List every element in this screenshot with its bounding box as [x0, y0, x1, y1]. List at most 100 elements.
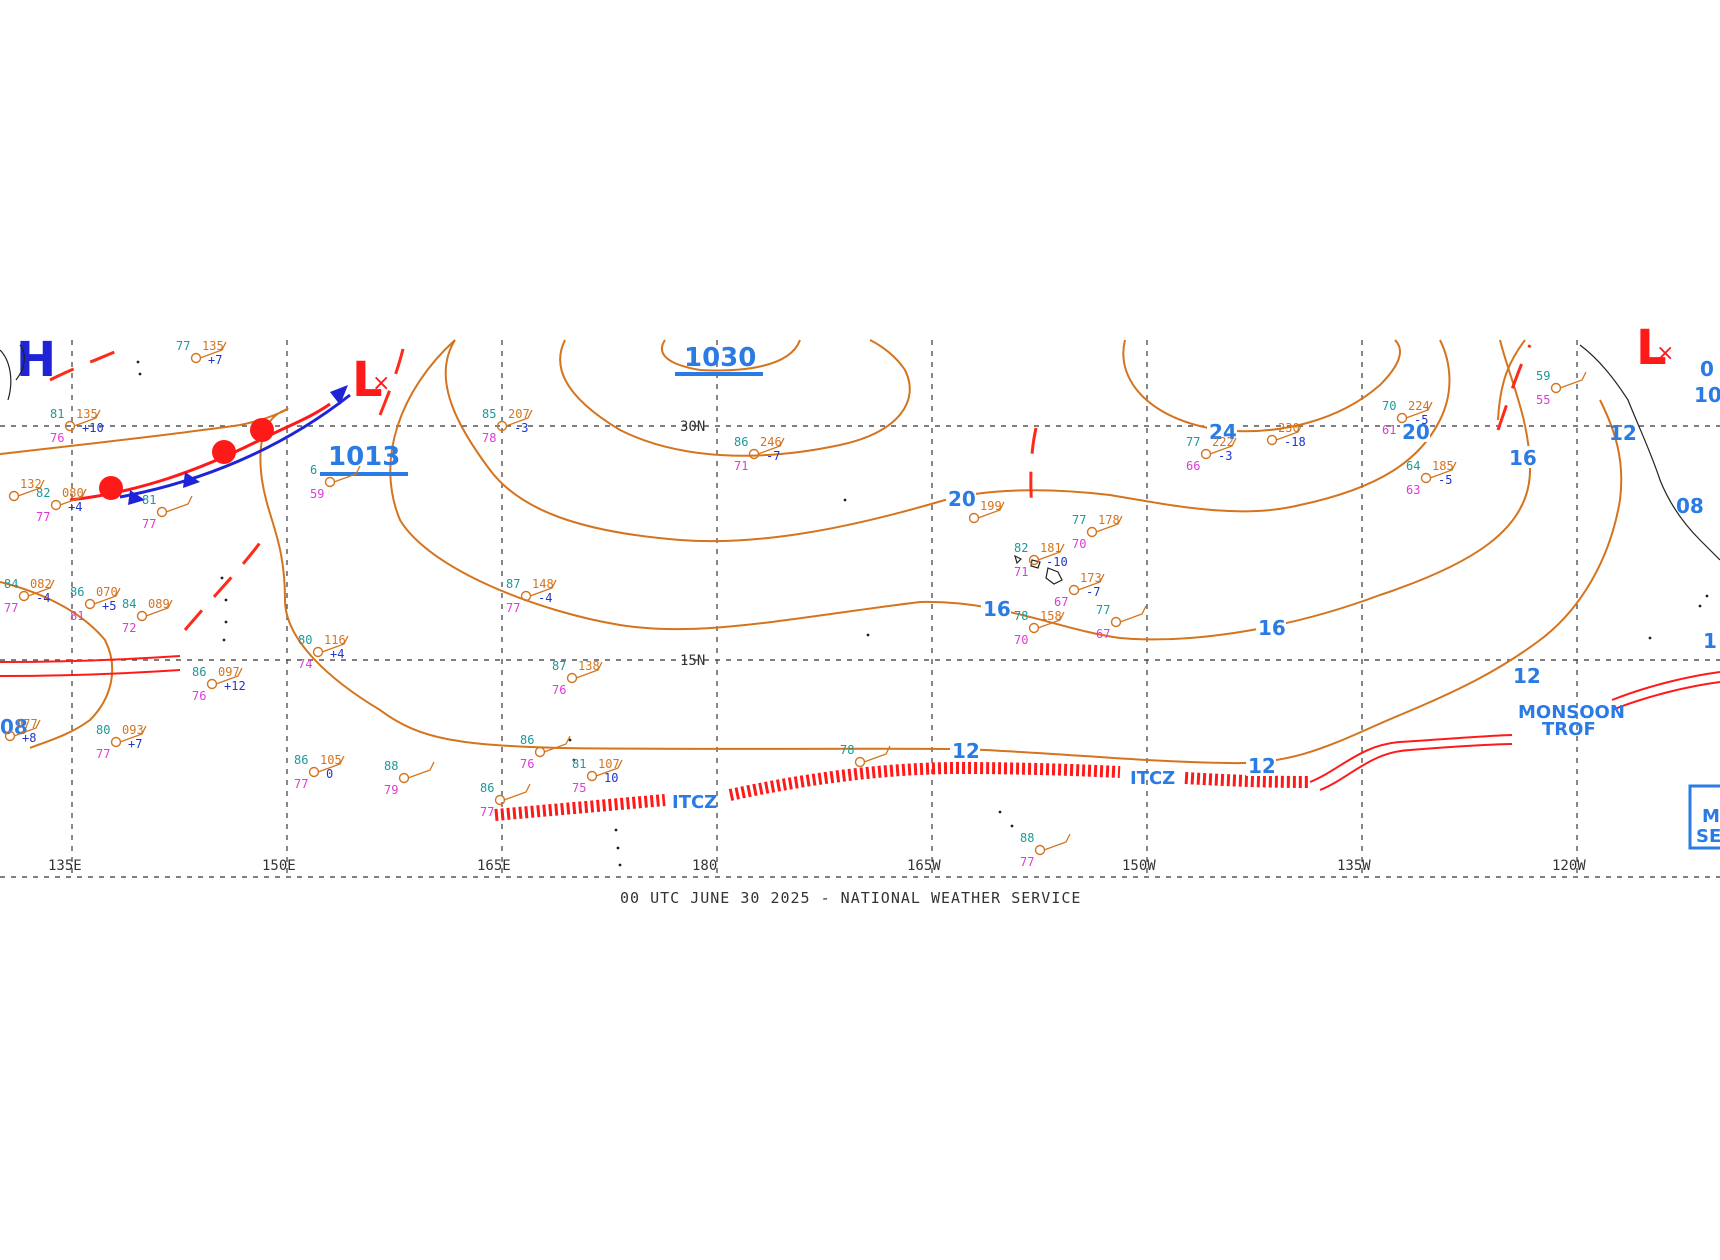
- station-dewpoint: 63: [1406, 483, 1420, 497]
- station-dewpoint: 70: [1072, 537, 1086, 551]
- station-plot: 77 67: [1096, 603, 1147, 641]
- wind-barb-icon: [199, 341, 227, 359]
- wind-barb-icon: [215, 667, 243, 685]
- station-pressure: 097: [218, 665, 240, 679]
- wind-barb-icon: [757, 437, 785, 455]
- station-plot: 86 105 77 0: [294, 753, 345, 791]
- station-circle-icon: [1110, 616, 1122, 628]
- station-dewpoint: 77: [506, 601, 520, 615]
- station-tendency: -3: [514, 421, 528, 435]
- station-plot: 87 138 76: [552, 659, 603, 697]
- station-dewpoint: 66: [1186, 459, 1200, 473]
- station-dewpoint: 70: [1014, 633, 1028, 647]
- station-dewpoint: 79: [384, 783, 398, 797]
- station-temperature: 86: [192, 665, 206, 679]
- isobar-label: 16: [1509, 446, 1537, 470]
- wind-barb-icon: [333, 465, 361, 483]
- station-tendency: 10: [604, 771, 618, 785]
- wind-barb-icon: [1275, 423, 1303, 441]
- station-tendency: -7: [1086, 585, 1100, 599]
- station-tendency: -10: [1046, 555, 1068, 569]
- station-circle-icon: [312, 646, 324, 658]
- station-pressure: 077: [16, 717, 38, 731]
- station-circle-icon: [206, 678, 218, 690]
- wind-barb-icon: [1429, 461, 1457, 479]
- station-plot: 82 181 71 -10: [1014, 541, 1068, 579]
- trough-north: [378, 339, 407, 416]
- station-temperature: 64: [1406, 459, 1420, 473]
- station-temperature: 81: [572, 757, 586, 771]
- station-circle-icon: [854, 756, 866, 768]
- wind-barb-icon: [575, 661, 603, 679]
- wind-barb-icon: [1037, 611, 1065, 629]
- station-pressure: 132: [20, 477, 42, 491]
- station-plot: 88 79: [384, 759, 435, 797]
- station-tendency: -5: [1414, 413, 1428, 427]
- station-tendency: -4: [36, 591, 50, 605]
- station-tendency: -18: [1284, 435, 1306, 449]
- wind-barb-icon: [165, 495, 193, 513]
- high-pressure-center: H: [16, 332, 56, 388]
- station-circle-icon: [566, 672, 578, 684]
- station-circle-icon: [1200, 448, 1212, 460]
- station-plot: 84 082 77 -4: [4, 577, 55, 615]
- station-circle-icon: [1028, 622, 1040, 634]
- isobar-label: 12: [952, 739, 980, 763]
- station-circle-icon: [586, 770, 598, 782]
- monsoon-label-line1: MONSOON: [1518, 702, 1625, 723]
- isobar-1030-inner: [660, 339, 801, 372]
- isobar-label: 0: [1700, 357, 1714, 381]
- station-dewpoint: 77: [480, 805, 494, 819]
- station-dewpoint: 59: [310, 487, 324, 501]
- station-temperature: 87: [506, 577, 520, 591]
- wind-barb-icon: [119, 725, 147, 743]
- station-plot: 78: [840, 743, 891, 768]
- station-tendency: +12: [224, 679, 246, 693]
- center-value-1030: 1030: [684, 343, 756, 373]
- latitude-label-15n: 15N: [680, 653, 705, 669]
- station-circle-icon: [1420, 472, 1432, 484]
- station-temperature: 80: [96, 723, 110, 737]
- center-value-1013: 1013: [328, 442, 400, 472]
- station-plot: 230-18: [1266, 421, 1306, 449]
- station-dewpoint: 55: [1536, 393, 1550, 407]
- wind-barb-icon: [93, 587, 121, 605]
- station-tendency: +7: [208, 353, 222, 367]
- station-circle-icon: [136, 610, 148, 622]
- longitude-labels: 135E 150E 165E 180 165W 150W 135W 120W: [48, 858, 1586, 874]
- station-circle-icon: [1550, 382, 1562, 394]
- station-circle-icon: [520, 590, 532, 602]
- station-plot: 77 135+7: [176, 339, 227, 367]
- station-circle-icon: [324, 476, 336, 488]
- wind-barb-icon: [1037, 543, 1065, 561]
- station-pressure: 224: [1408, 399, 1430, 413]
- station-temperature: 78: [840, 743, 854, 757]
- station-plot: 80 116 74 +4: [298, 633, 349, 671]
- station-pressure: 082: [30, 577, 52, 591]
- station-plot: 81 107 75 10: [572, 757, 623, 795]
- station-tendency: -4: [538, 591, 552, 605]
- longitude-label: 135E: [48, 858, 82, 874]
- station-circle-icon: [84, 598, 96, 610]
- isobar-20: [444, 339, 1451, 543]
- station-temperature: 77: [1096, 603, 1110, 617]
- station-dewpoint: 76: [552, 683, 566, 697]
- station-temperature: 59: [1536, 369, 1550, 383]
- station-pressure: 107: [598, 757, 620, 771]
- station-temperature: 86: [70, 585, 84, 599]
- station-dewpoint: 67: [1054, 595, 1068, 609]
- wind-barb-icon: [1559, 371, 1587, 389]
- station-plot: 88 77: [1020, 831, 1071, 869]
- station-dewpoint: 81: [70, 609, 84, 623]
- longitude-label: 135W: [1337, 858, 1371, 874]
- station-plot: 84 089 72: [122, 597, 173, 635]
- station-pressure: 199: [980, 499, 1002, 513]
- wind-barb-icon: [317, 755, 345, 773]
- low-center-marker-icon: ×: [1656, 341, 1674, 366]
- station-pressure: 173: [1080, 571, 1102, 585]
- station-plot: 86 070 81 +5: [70, 585, 121, 623]
- isobar-label: 08: [1676, 494, 1704, 518]
- station-pressure: 093: [122, 723, 144, 737]
- station-plot: 6 59: [310, 463, 361, 501]
- trough-east: [1496, 344, 1532, 431]
